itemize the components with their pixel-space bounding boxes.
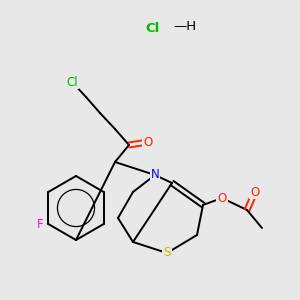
Text: Cl: Cl bbox=[146, 22, 160, 34]
Text: O: O bbox=[218, 191, 226, 205]
Text: O: O bbox=[143, 136, 153, 148]
Text: O: O bbox=[250, 185, 260, 199]
Text: N: N bbox=[151, 169, 159, 182]
Text: F: F bbox=[37, 218, 44, 232]
Text: S: S bbox=[163, 247, 171, 260]
Text: Cl: Cl bbox=[66, 76, 78, 88]
Text: —H: —H bbox=[173, 20, 196, 34]
